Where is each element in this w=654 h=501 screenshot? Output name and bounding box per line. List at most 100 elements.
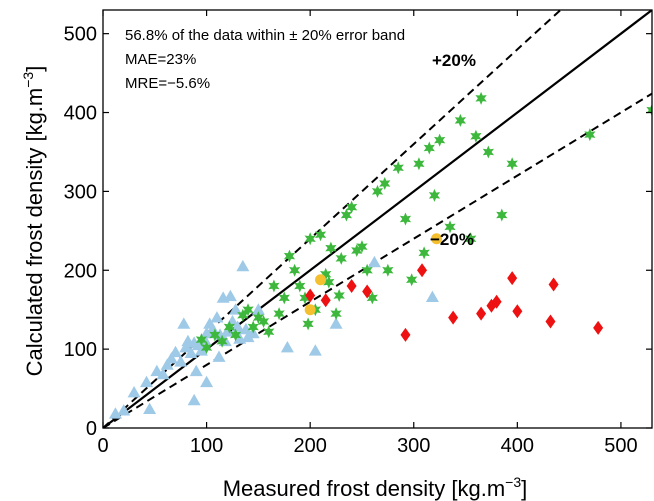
y-axis-label-sup: −3 — [20, 72, 36, 88]
annotation-layer: 56.8% of the data within ± 20% error ban… — [125, 27, 476, 249]
diamond-point — [545, 314, 556, 329]
star-point — [273, 307, 285, 321]
star-point — [330, 307, 342, 321]
triangle-point — [184, 346, 198, 358]
star-point — [257, 315, 270, 329]
star-point — [475, 91, 487, 105]
triangle-point — [239, 322, 253, 335]
triangle-point — [210, 311, 224, 323]
series-circle — [304, 233, 443, 316]
star-point — [454, 113, 466, 127]
triangle-point — [160, 358, 174, 370]
star-point — [361, 263, 373, 277]
diamond-point — [512, 304, 523, 319]
triangle-point — [156, 367, 170, 380]
triangle-point — [174, 355, 188, 367]
star-point — [470, 129, 482, 143]
diamond-point — [548, 277, 559, 292]
star-point — [423, 141, 435, 155]
star-point — [304, 232, 316, 246]
annotation-band-fraction: 56.8% of the data within ± 20% error ban… — [125, 27, 405, 44]
star-point — [289, 263, 301, 277]
star-point — [413, 157, 425, 171]
x-axis-label-text: Measured frost density [kg.m — [223, 476, 505, 501]
series-star — [195, 91, 652, 355]
triangle-point — [200, 326, 214, 339]
star-point — [482, 145, 494, 159]
triangle-point — [425, 290, 439, 302]
star-point — [325, 241, 337, 255]
star-point — [247, 320, 259, 334]
star-point — [496, 208, 508, 222]
band-label-minus20: −20% — [430, 230, 474, 249]
triangle-point — [117, 404, 131, 416]
triangle-point — [127, 386, 141, 398]
star-point — [392, 161, 404, 175]
circle-point — [431, 233, 443, 245]
triangle-point — [177, 317, 191, 329]
x-tick-label: 500 — [604, 435, 637, 457]
triangle-point — [367, 255, 381, 268]
triangle-point — [189, 364, 203, 377]
triangle-point — [179, 341, 193, 353]
minus20-line — [103, 92, 652, 428]
star-point — [356, 240, 368, 254]
diamond-point — [346, 279, 357, 294]
star-point — [351, 244, 363, 258]
star-point — [294, 279, 306, 293]
annotation-mre: MRE=−5.6% — [125, 75, 210, 92]
star-point — [268, 279, 280, 293]
star-point — [345, 200, 358, 214]
star-point — [216, 334, 228, 348]
triangle-point — [308, 344, 322, 356]
star-point — [320, 267, 332, 281]
star-point — [366, 291, 378, 305]
triangle-point — [140, 375, 154, 388]
star-point — [428, 188, 441, 202]
y-axis-label-end: ] — [22, 66, 47, 72]
y-tick-label: 0 — [86, 418, 97, 440]
star-point — [242, 303, 254, 317]
star-point — [323, 275, 335, 289]
triangle-point — [231, 320, 245, 332]
diamond-point — [448, 310, 459, 325]
circle-point — [315, 274, 327, 286]
star-point — [195, 333, 208, 347]
x-tick-label: 300 — [397, 435, 430, 457]
y-tick-label: 500 — [64, 24, 97, 46]
triangle-point — [223, 289, 237, 302]
triangle-point — [251, 303, 265, 315]
star-point — [444, 220, 456, 234]
annotation-mae: MAE=23% — [125, 51, 196, 68]
star-point — [406, 273, 418, 287]
triangle-point — [200, 375, 214, 388]
star-point — [229, 328, 242, 342]
plot-frame — [102, 9, 653, 429]
diamond-point — [491, 294, 502, 309]
star-point — [506, 157, 518, 171]
star-point — [399, 212, 412, 226]
star-point — [302, 317, 314, 331]
triangle-point — [220, 325, 234, 337]
series-triangle — [108, 255, 439, 419]
star-point — [371, 184, 384, 198]
x-tick-label: 0 — [97, 435, 108, 457]
star-point — [200, 341, 213, 355]
identity-line — [103, 10, 652, 428]
x-axis-label: Measured frost density [kg.m−3] — [223, 474, 528, 501]
diamond-point — [362, 284, 373, 299]
plot-content — [103, 10, 652, 428]
triangle-point — [164, 352, 178, 364]
y-tick-label: 100 — [64, 339, 97, 361]
star-point — [237, 308, 249, 322]
y-tick-label: 200 — [64, 260, 97, 282]
star-point — [314, 228, 327, 242]
star-point — [335, 251, 347, 265]
triangle-point — [236, 259, 250, 272]
diamond-point — [417, 263, 428, 278]
diamond-point — [320, 293, 331, 308]
diamond-point — [400, 327, 411, 342]
y-axis-label: Calculated frost density [kg.m−3] — [20, 66, 47, 377]
star-point — [418, 246, 430, 260]
star-point — [252, 311, 265, 325]
